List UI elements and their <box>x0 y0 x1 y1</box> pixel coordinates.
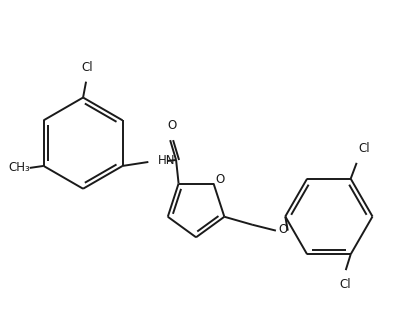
Text: Cl: Cl <box>339 278 351 291</box>
Text: HN: HN <box>158 155 176 167</box>
Text: O: O <box>216 173 225 186</box>
Text: O: O <box>278 223 288 236</box>
Text: Cl: Cl <box>359 142 370 155</box>
Text: Cl: Cl <box>81 61 93 74</box>
Text: O: O <box>168 119 177 132</box>
Text: CH₃: CH₃ <box>8 161 30 174</box>
